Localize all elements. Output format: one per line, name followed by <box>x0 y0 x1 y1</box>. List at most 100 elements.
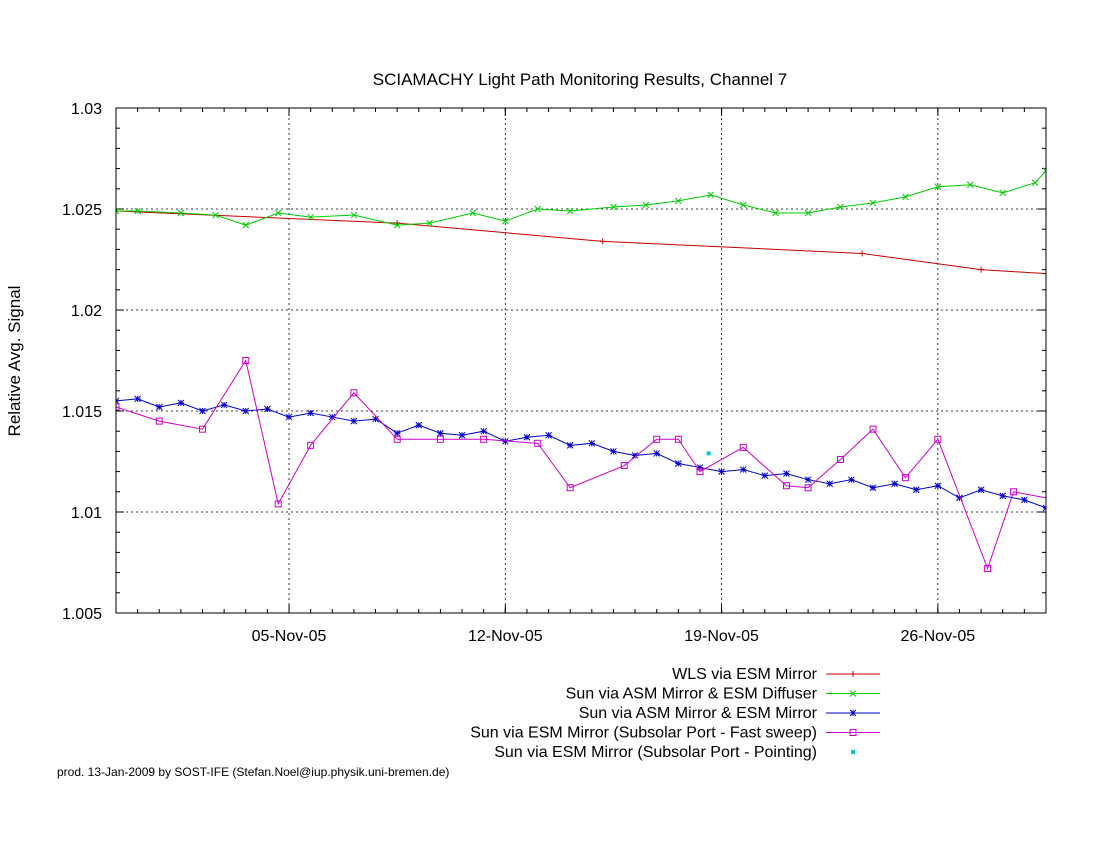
legend-label: Sun via ASM Mirror & ESM Diffuser <box>566 686 818 703</box>
data-point <box>242 357 250 364</box>
data-point <box>837 455 845 463</box>
data-point <box>851 750 855 754</box>
data-point <box>155 403 163 411</box>
data-point <box>1010 488 1018 496</box>
data-point <box>393 221 401 229</box>
data-point <box>739 443 747 451</box>
plot-frame <box>115 107 1047 614</box>
data-point <box>674 197 682 205</box>
data-point <box>307 441 315 449</box>
data-point <box>534 439 542 447</box>
data-point <box>901 474 909 482</box>
data-point <box>307 213 315 221</box>
data-point <box>264 405 271 413</box>
data-point <box>212 211 219 219</box>
data-point <box>242 221 250 229</box>
data-point <box>534 205 542 213</box>
data-point <box>307 409 315 417</box>
data-point <box>631 452 639 459</box>
legend-label: WLS via ESM Mirror <box>672 666 818 683</box>
data-point <box>116 403 120 411</box>
data-point <box>782 482 790 490</box>
series-line <box>116 398 1046 509</box>
data-point <box>501 217 509 225</box>
data-point <box>859 250 866 257</box>
data-point <box>837 203 844 211</box>
series-0 <box>116 208 1046 277</box>
data-point <box>783 470 790 477</box>
data-point <box>523 433 531 441</box>
x-tick-label: 12-Nov-05 <box>468 628 543 645</box>
data-point <box>588 439 596 447</box>
data-point <box>804 476 812 484</box>
grid-lines <box>116 108 1046 613</box>
x-tick-label: 19-Nov-05 <box>684 628 759 645</box>
data-point <box>566 207 574 215</box>
footer-credit: prod. 13-Jan-2009 by SOST-IFE (Stefan.No… <box>57 765 449 779</box>
series-line <box>116 210 1046 275</box>
data-point <box>437 429 444 437</box>
data-point <box>1042 504 1046 512</box>
series-2 <box>116 395 1046 512</box>
data-point <box>653 435 661 443</box>
legend: WLS via ESM Mirror Sun via ASM Mirror & E… <box>470 666 880 761</box>
data-point <box>350 211 358 219</box>
legend-label: Sun via ESM Mirror (Subsolar Port - Poin… <box>494 744 817 761</box>
data-point <box>285 413 293 421</box>
data-point <box>934 435 942 443</box>
data-point <box>1031 179 1039 187</box>
data-point <box>393 435 401 443</box>
data-point <box>966 181 974 189</box>
axes: 1.005 1.01 1.015 1.02 1.025 1.03 05-Nov-05 12-N… <box>62 101 1047 645</box>
y-tick-label: 1.02 <box>71 303 102 320</box>
y-tick-label: 1.03 <box>71 101 102 118</box>
data-point <box>804 484 812 492</box>
data-point <box>869 484 877 492</box>
y-axis-label: Relative Avg. Signal <box>5 286 24 437</box>
data-point <box>393 429 401 437</box>
data-point <box>1021 496 1028 504</box>
data-point <box>674 460 682 467</box>
series-4 <box>706 451 711 456</box>
data-point <box>718 468 725 475</box>
data-point <box>739 201 747 209</box>
data-point <box>242 407 250 415</box>
legend-label: Sun via ESM Mirror (Subsolar Port - Fast… <box>470 725 817 742</box>
data-point <box>134 207 141 215</box>
series-1 <box>116 167 1046 229</box>
data-point <box>350 389 358 397</box>
data-point <box>620 462 628 470</box>
data-point <box>1075 521 1081 527</box>
data-point <box>610 448 617 455</box>
data-point <box>1043 270 1046 277</box>
data-point <box>849 729 857 736</box>
data-point <box>199 407 206 415</box>
y-tick-label: 1.015 <box>62 404 102 421</box>
data-point <box>674 435 682 443</box>
data-point <box>934 482 942 490</box>
data-point <box>653 450 661 457</box>
data-point <box>869 199 877 207</box>
data-point <box>274 500 282 508</box>
data-point <box>1054 497 1060 503</box>
data-point <box>134 395 141 403</box>
data-point <box>610 203 617 211</box>
data-point <box>372 415 379 423</box>
data-point <box>155 417 163 425</box>
data-point <box>869 425 877 433</box>
data-point <box>912 486 920 494</box>
data-point <box>480 435 488 443</box>
data-point <box>706 451 711 456</box>
data-point <box>978 266 985 273</box>
data-series <box>116 167 1081 573</box>
x-tick-label: 26-Nov-05 <box>901 628 976 645</box>
data-point <box>599 238 606 245</box>
data-point <box>436 435 444 443</box>
y-tick-label: 1.005 <box>62 606 102 623</box>
data-point <box>696 464 704 471</box>
data-point <box>847 476 855 484</box>
data-point <box>984 565 992 573</box>
data-point <box>274 209 282 217</box>
y-tick-label: 1.01 <box>71 505 102 522</box>
